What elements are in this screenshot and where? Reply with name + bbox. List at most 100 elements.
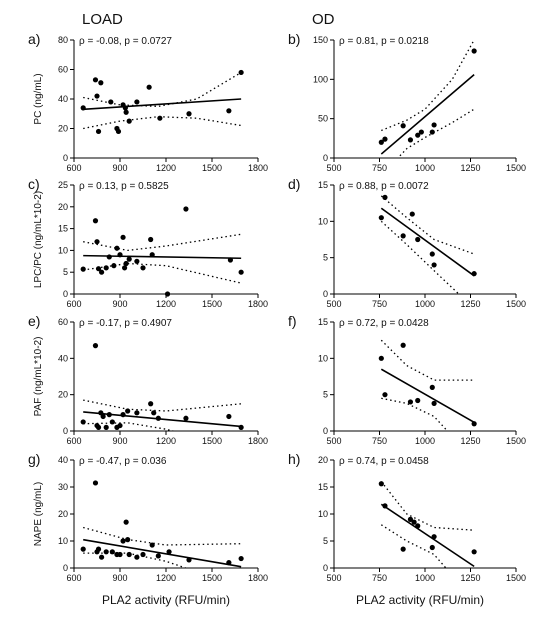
x-tick-label: 1000	[415, 163, 435, 173]
data-point	[157, 115, 163, 121]
stat-text: ρ = -0.08, p = 0.0727	[79, 36, 172, 47]
x-tick-label: 1000	[415, 573, 435, 583]
x-tick-label: 1500	[506, 163, 526, 173]
y-axis-label: PC (ng/mL)	[33, 73, 44, 124]
panel-f: f) ρ = 0.72, p = 0.0428 0 5 10 15 500 750 1000 12…	[288, 313, 526, 446]
plot-area	[83, 526, 242, 568]
data-point	[149, 542, 155, 548]
data-point	[126, 256, 132, 262]
data-point	[109, 419, 115, 425]
y-tick-label: 0	[323, 289, 328, 299]
x-tick-label: 750	[372, 299, 387, 309]
data-point	[146, 84, 152, 90]
data-point	[471, 271, 477, 277]
data-point	[117, 252, 123, 258]
y-tick-label: 0	[63, 426, 68, 436]
data-point	[94, 93, 100, 99]
panel-letter: f)	[288, 313, 297, 329]
x-tick-label: 1200	[156, 163, 176, 173]
data-point	[164, 291, 171, 297]
panel-c: c) ρ = 0.13, p = 0.5825 0 5 10 15 20 25 600 900 12…	[28, 176, 268, 309]
x-axis-label-load: PLA2 activity (RFU/min)	[102, 593, 230, 607]
confidence-band-upper	[381, 40, 475, 132]
x-tick-label: 1800	[248, 299, 268, 309]
y-tick-label: 30	[58, 482, 68, 492]
data-point	[238, 69, 244, 76]
y-tick-label: 20	[58, 124, 68, 134]
y-tick-label: 60	[58, 317, 68, 327]
data-point	[418, 129, 424, 135]
data-point	[226, 108, 232, 114]
data-point	[378, 215, 384, 221]
data-point	[80, 266, 86, 272]
panel-letter: a)	[28, 31, 40, 47]
data-point	[140, 265, 146, 271]
stat-text: ρ = 0.74, p = 0.0458	[339, 456, 429, 467]
confidence-band-lower	[380, 220, 460, 294]
panel-letter: g)	[28, 451, 40, 467]
data-point	[400, 546, 406, 552]
data-point	[134, 258, 140, 264]
y-tick-label: 80	[58, 35, 68, 45]
x-tick-label: 900	[112, 436, 127, 446]
x-tick-label: 600	[66, 573, 81, 583]
regression-line	[380, 74, 475, 155]
y-tick-label: 15	[318, 180, 328, 190]
data-point	[123, 109, 129, 115]
data-point	[115, 128, 122, 135]
data-point	[122, 105, 128, 111]
x-tick-label: 500	[326, 299, 341, 309]
data-point	[378, 355, 384, 361]
y-tick-label: 15	[58, 224, 68, 234]
panel-a: a) ρ = -0.08, p = 0.0727 0 20 40 60 80 600 900 12…	[28, 31, 268, 173]
x-tick-label: 1000	[415, 436, 435, 446]
data-point	[98, 80, 104, 86]
x-axis-label-od: PLA2 activity (RFU/min)	[356, 593, 484, 607]
data-point	[125, 408, 131, 414]
data-point	[429, 251, 435, 257]
data-point	[431, 122, 437, 128]
x-tick-label: 1250	[460, 299, 480, 309]
stat-text: ρ = 0.13, p = 0.5825	[79, 181, 169, 192]
panel-e: e) ρ = -0.17, p = 0.4907 0 20 40 60 600 900 1200…	[28, 313, 268, 446]
x-tick-label: 1500	[506, 299, 526, 309]
x-tick-label: 1250	[460, 573, 480, 583]
confidence-band-upper	[83, 526, 242, 546]
x-tick-label: 1500	[202, 573, 222, 583]
x-tick-label: 750	[372, 573, 387, 583]
data-point	[126, 118, 132, 124]
data-point	[123, 260, 129, 267]
x-tick-label: 1800	[248, 436, 268, 446]
y-tick-label: 40	[58, 353, 68, 363]
confidence-band-lower	[380, 524, 447, 568]
x-tick-label: 600	[66, 299, 81, 309]
data-point	[100, 413, 106, 420]
data-point	[238, 269, 244, 275]
confidence-band-lower	[83, 552, 188, 568]
data-point	[134, 99, 140, 105]
y-tick-label: 20	[58, 202, 68, 212]
data-point	[471, 48, 477, 54]
data-point	[400, 342, 406, 348]
data-point	[122, 265, 128, 271]
data-point	[117, 422, 123, 429]
y-tick-label: 150	[313, 35, 328, 45]
data-point	[120, 234, 126, 240]
data-point	[80, 419, 86, 425]
data-point	[92, 77, 99, 83]
data-point	[95, 546, 102, 552]
data-point	[111, 263, 117, 269]
stat-text: ρ = -0.17, p = 0.4907	[79, 318, 172, 329]
data-point	[134, 554, 140, 560]
y-tick-label: 5	[63, 267, 68, 277]
data-point	[95, 128, 102, 135]
data-point	[226, 413, 232, 420]
confidence-band-lower	[83, 422, 176, 431]
x-tick-label: 500	[326, 573, 341, 583]
plot-area	[380, 40, 475, 158]
panels: a) ρ = -0.08, p = 0.0727 0 20 40 60 80 600 900 12…	[28, 31, 526, 583]
stat-text: ρ = -0.47, p = 0.036	[79, 456, 167, 467]
y-axis-label: LPC/PC (ng/mL*10-2)	[33, 191, 44, 288]
y-tick-label: 0	[323, 153, 328, 163]
